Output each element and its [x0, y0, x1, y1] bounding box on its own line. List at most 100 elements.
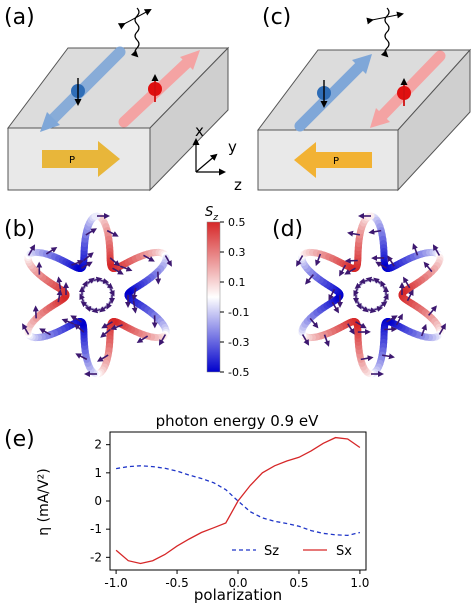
y-tick-label: -1: [90, 522, 102, 536]
photon-wave-icon: [380, 7, 390, 58]
spin-vector: [80, 301, 89, 308]
spin-vector: [81, 261, 93, 269]
spin-vector: [105, 282, 114, 289]
spin-down-current-band: [294, 58, 368, 132]
spin-vector: [406, 289, 414, 302]
x-tick-label: -0.5: [165, 576, 188, 590]
spin-vector: [109, 288, 115, 297]
series-line-sz: [115, 465, 361, 537]
spin-vector: [82, 280, 88, 289]
spin-vector: [323, 334, 330, 347]
spin-vector: [331, 301, 339, 314]
spin-vector: [106, 229, 119, 237]
spin-vector: [131, 287, 138, 301]
spin-down-current-band: [44, 46, 126, 128]
colorbar-tick-label: 0.1: [228, 276, 246, 289]
colorbar-tick-label: 0.3: [228, 246, 246, 259]
spin-vector: [309, 317, 319, 329]
y-axis-label: η (mA/V²): [36, 468, 52, 535]
spin-vector: [403, 276, 411, 289]
spin-vector: [373, 277, 381, 284]
current-arrow: [42, 141, 120, 177]
spin-vector: [79, 293, 85, 302]
spin-vector: [380, 280, 386, 289]
colorbar: Sz 0.5 0.3 0.1 -0.1 -0.3 -0.5: [205, 205, 249, 379]
spin-vector: [353, 288, 359, 297]
spin-vector: [423, 261, 433, 273]
spin-vector: [305, 274, 314, 285]
colorbar-tick-label: 0.5: [228, 216, 246, 229]
coordinate-axes: x y z: [192, 122, 242, 194]
spin-vector: [56, 289, 63, 303]
spin-vector: [100, 278, 110, 284]
spin-vector: [344, 267, 356, 275]
spin-texture-star-b: [22, 212, 172, 378]
spin-vector: [56, 276, 63, 290]
y-tick-label: -2: [90, 550, 102, 564]
spin-vector: [368, 228, 382, 235]
spin-vector: [383, 293, 389, 302]
spin-vector: [379, 301, 388, 308]
panel-label-c: (c): [262, 5, 291, 30]
spin-vector: [328, 288, 336, 301]
spin-vector: [143, 254, 155, 262]
spin-vector: [158, 334, 167, 346]
x-tick-label: 1.0: [350, 576, 369, 590]
legend: Sz Sx: [232, 544, 352, 559]
spin-vector: [432, 244, 441, 256]
current-arrow-label: P: [69, 155, 75, 166]
spin-vector: [347, 323, 355, 335]
spin-vector: [99, 306, 107, 313]
colorbar-tick-label: -0.1: [228, 306, 249, 319]
panel-d: (d): [272, 212, 446, 378]
spin-vector: [395, 313, 403, 326]
spin-vector: [347, 230, 360, 237]
panel-e: (e) photon energy 0.9 eV -1.0 -0.5 0.0 0.5 1…: [4, 412, 369, 604]
spin-vector: [412, 243, 419, 256]
spin-vector: [75, 353, 88, 361]
colorbar-gradient: [206, 221, 221, 373]
spin-vector: [386, 315, 398, 323]
current-arrow: [294, 142, 372, 178]
spin-vector: [84, 306, 94, 312]
spin-vector: [131, 300, 138, 314]
spin-vector: [85, 228, 98, 236]
spin-vector: [100, 328, 111, 338]
colorbar-tick-label: -0.3: [228, 336, 249, 349]
panel-a: (a) P: [4, 5, 230, 192]
slab-front: [257, 129, 399, 191]
x-tick-label: -1.0: [104, 576, 127, 590]
spin-vector: [355, 321, 367, 329]
spin-vector: [420, 323, 427, 337]
polarization-arrow: [117, 9, 152, 30]
spin-vector: [106, 301, 112, 310]
spin-vector: [83, 252, 94, 262]
spin-vector: [96, 354, 109, 362]
spin-vector: [367, 307, 377, 314]
colorbar-tick-label: -0.5: [228, 366, 249, 379]
axis-label-x: x: [195, 122, 204, 140]
spin-vector: [93, 276, 103, 283]
current-arrow-label: P: [333, 156, 339, 167]
spin-vector: [164, 255, 172, 267]
spin-vector: [71, 259, 84, 266]
polarization-arrow: [366, 11, 404, 25]
panel-c: (c) P: [257, 5, 472, 192]
spin-vector: [136, 335, 149, 343]
panel-label-d: (d): [272, 217, 303, 242]
spin-vector: [315, 253, 322, 267]
series-line-sx: [115, 436, 361, 565]
spin-vector: [87, 277, 95, 284]
spin-vector: [382, 353, 395, 360]
axis-label-z: z: [234, 176, 242, 194]
legend-sz-label: Sz: [264, 544, 279, 559]
spin-vector: [387, 255, 395, 267]
spin-vector: [45, 247, 58, 255]
axis-label-y: y: [228, 138, 237, 156]
spin-vector: [61, 318, 75, 325]
x-axis-label: polarization: [194, 586, 282, 604]
spin-up-current-band: [374, 50, 446, 124]
spin-vector: [70, 315, 82, 323]
spin-down-band-head: [352, 54, 372, 74]
spin-vector: [354, 282, 363, 289]
